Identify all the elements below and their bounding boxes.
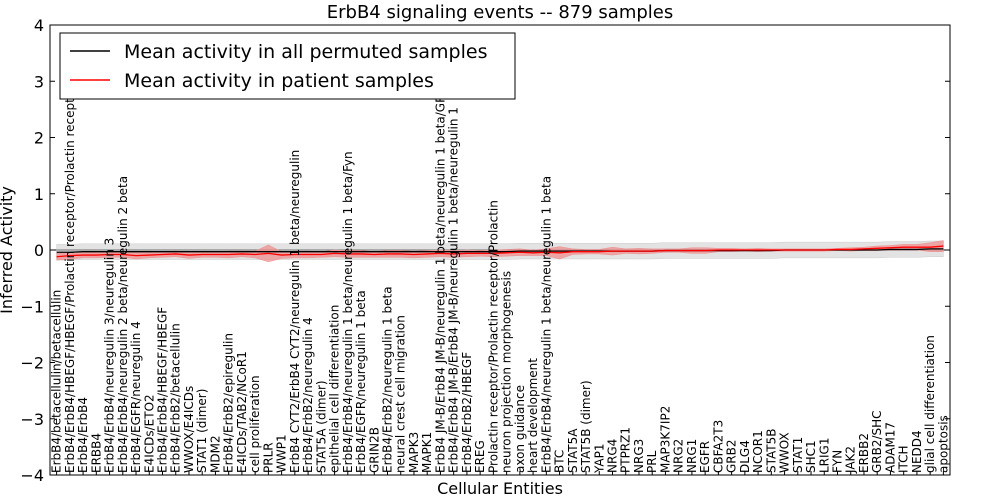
y-tick-label: 1 xyxy=(34,185,44,204)
x-category-label: NRG2 xyxy=(672,439,686,473)
y-tick-label: −2 xyxy=(20,354,44,373)
x-category-labels: ErbB4/betacellulin/betacellulin ErbB4/Erb… xyxy=(50,63,950,475)
legend-label-permuted: Mean activity in all permuted samples xyxy=(124,41,487,63)
x-category-label: EREG xyxy=(473,440,487,473)
x-category-label: ErbB4/ErbB4/HBEGF/HBEGF xyxy=(156,307,170,473)
x-category-label: ErbB4/ErbB4/neuregulin 2 beta/neuregulin… xyxy=(116,176,130,473)
x-category-label: neural crest cell migration xyxy=(394,315,408,473)
x-category-label: WWOX xyxy=(778,432,792,473)
x-category-label: STAT1 xyxy=(791,437,805,473)
x-category-label: ErbB4/ErbB2/neuregulin 1 beta xyxy=(381,286,395,473)
chart-title: ErbB4 signaling events -- 879 samples xyxy=(327,2,674,23)
x-category-label: WWP1 xyxy=(275,434,289,473)
y-tick-label: −1 xyxy=(20,297,44,316)
x-category-label: JAK2 xyxy=(844,446,858,474)
x-category-label: YAP1 xyxy=(592,444,606,474)
x-category-label: axon guidance xyxy=(513,385,527,473)
x-category-label: ErbB4/ErbB4 JM-B/ErbB4 JM-B/neuregulin 1… xyxy=(447,107,461,473)
x-category-label: FYN xyxy=(831,450,845,473)
x-category-label: SHC1 xyxy=(804,440,818,473)
x-category-label: ErbB4/EGFR/neuregulin 4 xyxy=(129,321,143,473)
x-category-label: NRG1 xyxy=(685,439,699,473)
x-category-label: NRG3 xyxy=(632,439,646,473)
x-category-label: MAPK3 xyxy=(407,432,421,473)
x-category-label: NRG4 xyxy=(606,439,620,473)
x-category-label: EGFR xyxy=(698,441,712,473)
x-category-label: PTPRZ1 xyxy=(619,427,633,473)
x-category-label: glial cell differentiation xyxy=(923,335,937,473)
x-category-label: CBFA2T3 xyxy=(711,420,725,473)
series-line-patient xyxy=(56,245,944,258)
x-category-label: MAP3K7IP2 xyxy=(658,406,672,473)
x-category-label: ErbB4/ErbB2/betacellulin xyxy=(169,323,183,473)
x-category-label: NCOR1 xyxy=(751,430,765,473)
x-category-label: heart development xyxy=(526,358,540,473)
x-category-label: ErbB4/ErbB4/neuregulin 1 beta/neuregulin… xyxy=(539,176,553,473)
x-category-label: STAT1 (dimer) xyxy=(195,389,209,473)
x-category-label: ITCH xyxy=(897,445,911,473)
x-category-label: E4ICDs/ETO2 xyxy=(142,394,156,473)
y-tick-label: 0 xyxy=(34,241,44,260)
x-category-label: PRL xyxy=(645,450,659,473)
x-category-label: ERBB4 xyxy=(89,433,103,473)
x-category-label: ErbB4/ErbB4/neuregulin 3/neuregulin 3 xyxy=(103,238,117,473)
x-category-label: WWOX/E4ICDs xyxy=(182,386,196,473)
x-category-label: MDM2 xyxy=(208,435,222,473)
y-axis-title: Inferred Activity xyxy=(0,186,16,314)
x-category-label: GRIN2B xyxy=(367,427,381,473)
x-category-label: ErbB4/ErbB2/epiregulin xyxy=(222,333,236,473)
x-category-label: ErbB4/ErbB4/HBEGF/HBEGF/Prolactin recept… xyxy=(63,63,77,473)
y-tick-label: 4 xyxy=(34,16,44,35)
x-category-label: BTC xyxy=(553,450,567,473)
x-category-label: Prolactin receptor/Prolactin receptor/Pr… xyxy=(486,200,500,473)
x-category-label: GRB2 xyxy=(725,439,739,473)
axes: 4 3 2 1 0 −1 −2 −3 −4 xyxy=(20,16,951,485)
x-category-label: GRB2/SHC xyxy=(870,410,884,473)
legend-box xyxy=(59,32,516,100)
x-category-label: ErbB4/ErbB4 xyxy=(76,397,90,473)
x-category-label: ErbB4 JM-B/ErbB4 JM-B/neuregulin 1 beta/… xyxy=(433,86,447,473)
x-category-label: STAT5B xyxy=(764,429,778,474)
x-category-label: DLG4 xyxy=(738,440,752,473)
y-tick-label: −4 xyxy=(20,466,44,485)
y-tick-label: 2 xyxy=(34,129,44,148)
x-category-label: LRIG1 xyxy=(817,438,831,474)
legend-label-patient: Mean activity in patient samples xyxy=(124,70,434,92)
x-axis-title: Cellular Entities xyxy=(437,479,563,498)
x-category-label: PRLR xyxy=(261,442,275,473)
x-category-label: STAT5A (dimer) xyxy=(314,380,328,473)
x-category-label: neuron projection morphogenesis xyxy=(500,271,514,473)
x-category-label: ErbB4/ErbB2/HBEGF xyxy=(460,352,474,473)
legend: Mean activity in all permuted samples Me… xyxy=(59,32,516,100)
x-category-label: ErbB4/ErbB2/neuregulin 4 xyxy=(301,317,315,473)
x-category-label: cell proliferation xyxy=(248,375,262,473)
x-category-label: ErbB4/betacellulin/betacellulin xyxy=(50,290,64,473)
x-category-label: apoptosis xyxy=(936,415,950,473)
y-tick-label: 3 xyxy=(34,72,44,91)
x-category-label: NEDD4 xyxy=(910,430,924,473)
x-category-label: ErbB4 CYT2/ErbB4 CYT2/neuregulin 1 beta/… xyxy=(288,150,302,473)
x-category-label: ADAM17 xyxy=(883,422,897,473)
x-category-label: ErbB4/ErbB4/neuregulin 1 beta/neuregulin… xyxy=(341,151,355,473)
x-category-label: MAPK1 xyxy=(420,432,434,473)
y-tick-label: −3 xyxy=(20,410,44,429)
x-category-label: STAT5A xyxy=(566,428,580,473)
x-category-label: ErbB4/EGFR/neuregulin 1 beta xyxy=(354,290,368,473)
x-category-label: STAT5B (dimer) xyxy=(579,380,593,473)
x-category-label: ERBB2 xyxy=(857,433,871,473)
x-category-label: epithelial cell differentiation xyxy=(328,305,342,473)
series-lines xyxy=(56,245,944,258)
x-category-label: E4ICDs/TAB2/NCoR1 xyxy=(235,351,249,473)
